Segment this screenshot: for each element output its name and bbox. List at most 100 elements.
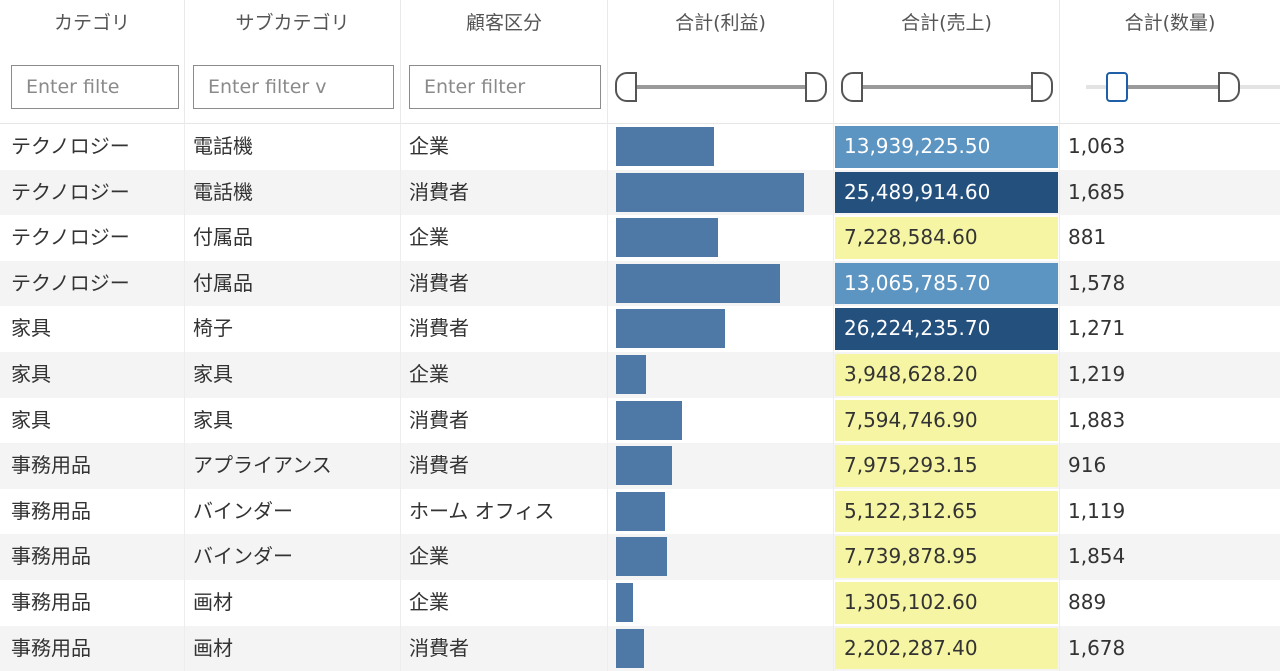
sales-cell: 3,948,628.20: [834, 351, 1060, 398]
sales-slider-min-handle[interactable]: [841, 72, 863, 102]
quantity-cell: 1,271: [1068, 316, 1126, 341]
subcategory-cell: 付属品: [185, 215, 401, 261]
profit-cell: [608, 215, 834, 261]
profit-bar: [616, 127, 714, 166]
profit-slider-min-handle[interactable]: [615, 72, 637, 102]
category-cell: 家具: [0, 397, 185, 444]
column-title-subcategory: サブカテゴリ: [235, 12, 350, 34]
quantity-slider-track: [1114, 85, 1228, 89]
table-row[interactable]: 事務用品 画材 企業 1,305,102.60 889: [0, 579, 1280, 626]
column-title-category: カテゴリ: [53, 12, 130, 34]
sales-slider-track: [853, 85, 1041, 89]
segment-cell: 企業: [401, 579, 608, 626]
sales-cell: 25,489,914.60: [834, 169, 1060, 216]
sales-value: 2,202,287.40: [835, 627, 1058, 670]
subcategory-cell: 画材: [185, 579, 401, 626]
subcategory-cell: 家具: [185, 351, 401, 398]
table-row[interactable]: テクノロジー 付属品 企業 7,228,584.60 881: [0, 215, 1280, 261]
quantity-cell: 1,119: [1068, 498, 1126, 523]
category-cell: 事務用品: [0, 488, 185, 535]
subcategory-cell: バインダー: [185, 534, 401, 580]
table-row[interactable]: テクノロジー 電話機 企業 13,939,225.50 1,063: [0, 124, 1280, 170]
column-header-quantity[interactable]: 合計(数量): [1060, 0, 1280, 123]
profit-bar: [616, 582, 633, 622]
sales-cell: 7,594,746.90: [834, 397, 1060, 444]
table-row[interactable]: 事務用品 バインダー 企業 7,739,878.95 1,854: [0, 534, 1280, 580]
profit-cell: [608, 260, 834, 307]
grid-body: テクノロジー 電話機 企業 13,939,225.50 1,063 テクノロジー 電話機 消費…: [0, 124, 1280, 671]
sales-value: 5,122,312.65: [835, 490, 1058, 533]
profit-bar: [616, 400, 682, 440]
quantity-cell: 916: [1068, 453, 1107, 478]
category-cell: 事務用品: [0, 579, 185, 626]
profit-range-slider[interactable]: [615, 70, 827, 104]
segment-cell: 消費者: [401, 306, 608, 352]
quantity-cell: 1,854: [1068, 544, 1126, 569]
column-title-profit: 合計(利益): [675, 12, 766, 34]
column-header-subcategory[interactable]: サブカテゴリ: [185, 0, 401, 123]
category-cell: テクノロジー: [0, 215, 185, 261]
sales-range-slider[interactable]: [841, 70, 1053, 104]
profit-slider-max-handle[interactable]: [805, 72, 827, 102]
table-row[interactable]: 家具 家具 企業 3,948,628.20 1,219: [0, 351, 1280, 398]
table-row[interactable]: テクノロジー 付属品 消費者 13,065,785.70 1,578: [0, 260, 1280, 307]
table-row[interactable]: 事務用品 アプライアンス 消費者 7,975,293.15 916: [0, 443, 1280, 489]
column-header-sales[interactable]: 合計(売上): [834, 0, 1060, 123]
sales-value: 25,489,914.60: [835, 171, 1058, 214]
sales-cell: 7,739,878.95: [834, 534, 1060, 580]
sales-slider-max-handle[interactable]: [1031, 72, 1053, 102]
profit-cell: [608, 306, 834, 352]
segment-cell: 消費者: [401, 260, 608, 307]
profit-bar: [616, 354, 646, 394]
sales-value: 7,228,584.60: [835, 217, 1058, 259]
sales-cell: 7,228,584.60: [834, 215, 1060, 261]
table-row[interactable]: 事務用品 バインダー ホーム オフィス 5,122,312.65 1,119: [0, 488, 1280, 535]
profit-bar: [616, 218, 718, 258]
profit-cell: [608, 534, 834, 580]
sales-cell: 7,975,293.15: [834, 443, 1060, 489]
sales-cell: 1,305,102.60: [834, 579, 1060, 626]
profit-bar: [616, 263, 780, 303]
sales-value: 1,305,102.60: [835, 581, 1058, 624]
column-title-segment: 顧客区分: [465, 12, 542, 34]
subcategory-cell: 家具: [185, 397, 401, 444]
subcategory-filter-input[interactable]: [193, 65, 394, 109]
profit-bar: [616, 491, 665, 531]
profit-cell: [608, 169, 834, 216]
segment-filter-input[interactable]: [409, 65, 601, 109]
category-cell: 事務用品: [0, 443, 185, 489]
quantity-cell: 1,678: [1068, 635, 1126, 660]
segment-cell: 消費者: [401, 397, 608, 444]
category-cell: テクノロジー: [0, 124, 185, 170]
segment-cell: 消費者: [401, 625, 608, 671]
table-row[interactable]: テクノロジー 電話機 消費者 25,489,914.60 1,685: [0, 169, 1280, 216]
segment-cell: 企業: [401, 351, 608, 398]
sales-value: 3,948,628.20: [835, 353, 1058, 396]
table-row[interactable]: 家具 家具 消費者 7,594,746.90 1,883: [0, 397, 1280, 444]
quantity-cell: 1,578: [1068, 270, 1126, 295]
column-header-category[interactable]: カテゴリ: [0, 0, 185, 123]
quantity-slider-max-handle[interactable]: [1218, 72, 1240, 102]
segment-cell: 消費者: [401, 169, 608, 216]
quantity-range-slider[interactable]: [1086, 70, 1280, 104]
grid-header: カテゴリ サブカテゴリ 顧客区分 合計(利益) 合計(売上): [0, 0, 1280, 124]
column-header-profit[interactable]: 合計(利益): [608, 0, 834, 123]
profit-bar: [616, 309, 725, 349]
subcategory-cell: 電話機: [185, 124, 401, 170]
category-filter-input[interactable]: [11, 65, 179, 109]
table-row[interactable]: 家具 椅子 消費者 26,224,235.70 1,271: [0, 306, 1280, 352]
sales-value: 7,594,746.90: [835, 399, 1058, 442]
column-header-segment[interactable]: 顧客区分: [401, 0, 608, 123]
profit-bar: [616, 628, 644, 668]
profit-cell: [608, 579, 834, 626]
quantity-slider-min-handle[interactable]: [1106, 72, 1128, 102]
sales-value: 7,975,293.15: [835, 445, 1058, 487]
sales-value: 13,065,785.70: [835, 262, 1058, 305]
subcategory-cell: バインダー: [185, 488, 401, 535]
profit-cell: [608, 397, 834, 444]
quantity-cell: 881: [1068, 225, 1107, 250]
sales-cell: 26,224,235.70: [834, 306, 1060, 352]
subcategory-cell: 付属品: [185, 260, 401, 307]
table-row[interactable]: 事務用品 画材 消費者 2,202,287.40 1,678: [0, 625, 1280, 671]
subcategory-cell: 電話機: [185, 169, 401, 216]
